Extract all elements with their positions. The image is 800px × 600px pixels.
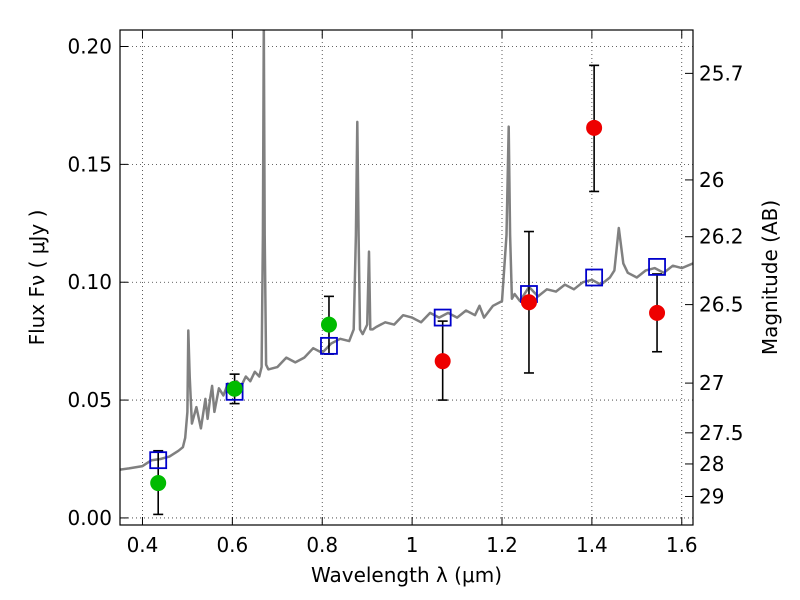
y-tick-label: 0.05 xyxy=(67,388,112,412)
right-tick-label: 26.5 xyxy=(699,293,744,317)
template-spectrum-line xyxy=(120,30,693,471)
data-point-marker xyxy=(150,475,167,492)
x-tick-label: 1 xyxy=(406,533,419,557)
plot-frame xyxy=(119,29,694,526)
data-point-marker xyxy=(226,380,243,397)
model-square-marker xyxy=(648,257,666,276)
model-square-marker xyxy=(433,308,452,327)
y-tick-label: 0.15 xyxy=(67,152,112,176)
data-point-marker xyxy=(434,353,451,370)
right-tick-label: 28 xyxy=(699,452,724,476)
y-tick-label: 0.10 xyxy=(67,270,112,294)
x-tick-label: 1.6 xyxy=(666,533,698,557)
x-tick-label: 0.4 xyxy=(127,533,159,557)
x-tick-label: 1.2 xyxy=(486,533,518,557)
right-tick-label: 25.7 xyxy=(699,61,744,85)
template-spectrum-layer xyxy=(120,30,693,471)
right-tick-label: 26.2 xyxy=(699,225,744,249)
y-axis-label: Flux Fν ( μJy ) xyxy=(25,210,49,346)
model-square-marker xyxy=(585,268,604,287)
x-axis-label: Wavelength λ (μm) xyxy=(311,563,502,587)
right-tick-label: 26 xyxy=(699,168,724,192)
right-axis-label: Magnitude (AB) xyxy=(758,200,782,355)
model-square-marker xyxy=(320,336,338,355)
tick-layer xyxy=(120,30,693,525)
x-tick-label: 1.4 xyxy=(576,533,608,557)
x-tick-label: 0.8 xyxy=(306,533,338,557)
grid-layer xyxy=(120,30,693,525)
y-tick-label: 0.20 xyxy=(67,35,112,59)
right-tick-label: 29 xyxy=(699,484,724,508)
tick-label-layer: 0.4 0.6 0.8 1 1.2 1.4 1.6 0.00 0.05 0.10 0.15 0.20 2… xyxy=(67,35,743,558)
x-tick-label: 0.6 xyxy=(216,533,248,557)
data-point-marker xyxy=(649,304,666,321)
data-point-marker xyxy=(320,316,337,333)
errorbar-layer xyxy=(153,64,663,516)
y-tick-label: 0.00 xyxy=(67,506,112,530)
right-tick-label: 27 xyxy=(699,371,724,395)
model-square-marker xyxy=(149,451,168,470)
right-tick-label: 27.5 xyxy=(699,421,744,445)
data-point-marker xyxy=(520,294,537,311)
marker-layer xyxy=(149,119,666,492)
data-point-marker xyxy=(586,119,603,136)
